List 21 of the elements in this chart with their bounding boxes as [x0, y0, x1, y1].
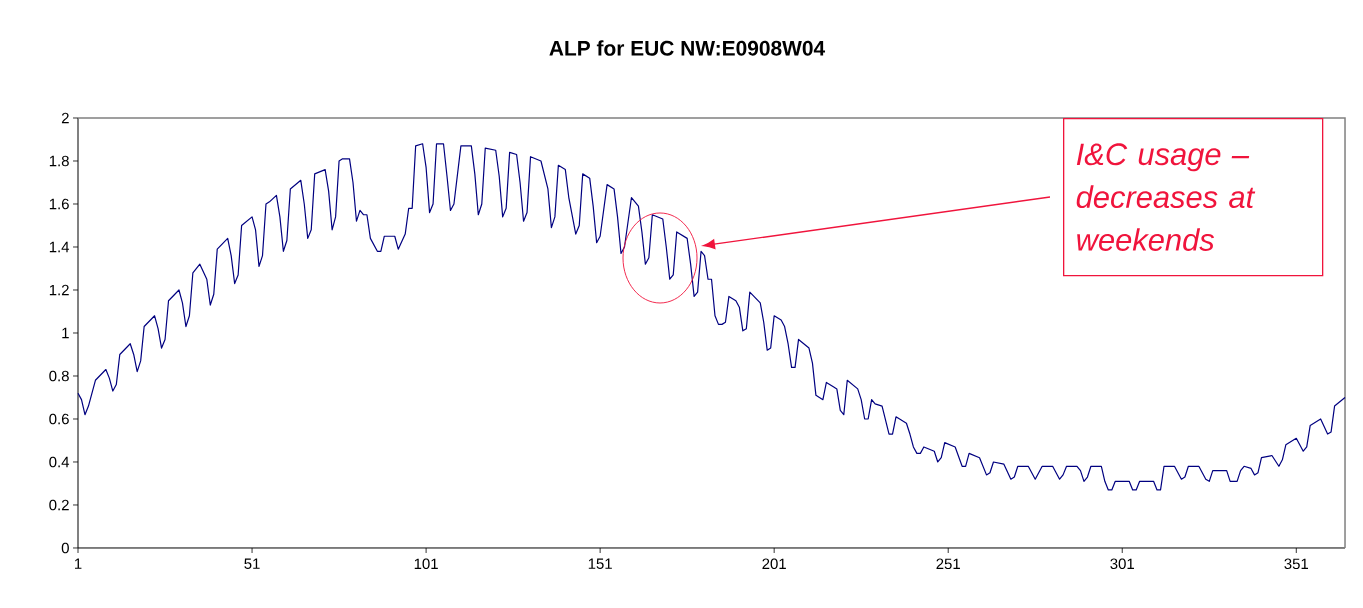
- y-tick-label: 0.2: [49, 499, 69, 511]
- x-tick-label: 151: [588, 558, 612, 569]
- y-tick-label: 0: [61, 542, 69, 554]
- x-tick-label: 51: [244, 558, 260, 569]
- y-tick-label: 1.8: [49, 155, 69, 167]
- y-tick-label: 1.6: [49, 198, 69, 210]
- y-tick-label: 0.4: [49, 456, 70, 468]
- x-tick-label: 201: [762, 558, 786, 570]
- y-tick-label: 1.2: [49, 284, 69, 296]
- y-tick-label: 1: [62, 327, 69, 339]
- y-tick-label: 0.6: [49, 413, 69, 425]
- chart-title: ALP for EUC NW:E0908W04: [549, 40, 826, 56]
- y-tick-label: 1.4: [49, 241, 70, 253]
- x-tick-label: 101: [414, 558, 438, 570]
- x-tick-label: 1: [75, 558, 82, 569]
- y-tick-label: 0.8: [49, 370, 69, 382]
- x-tick-label: 351: [1284, 558, 1309, 570]
- y-tick-label: 2: [61, 112, 69, 124]
- x-tick-label: 301: [1110, 558, 1134, 570]
- annotation: I&C usage – decreases at weekends: [1076, 143, 1256, 251]
- x-tick-label: 251: [936, 558, 960, 570]
